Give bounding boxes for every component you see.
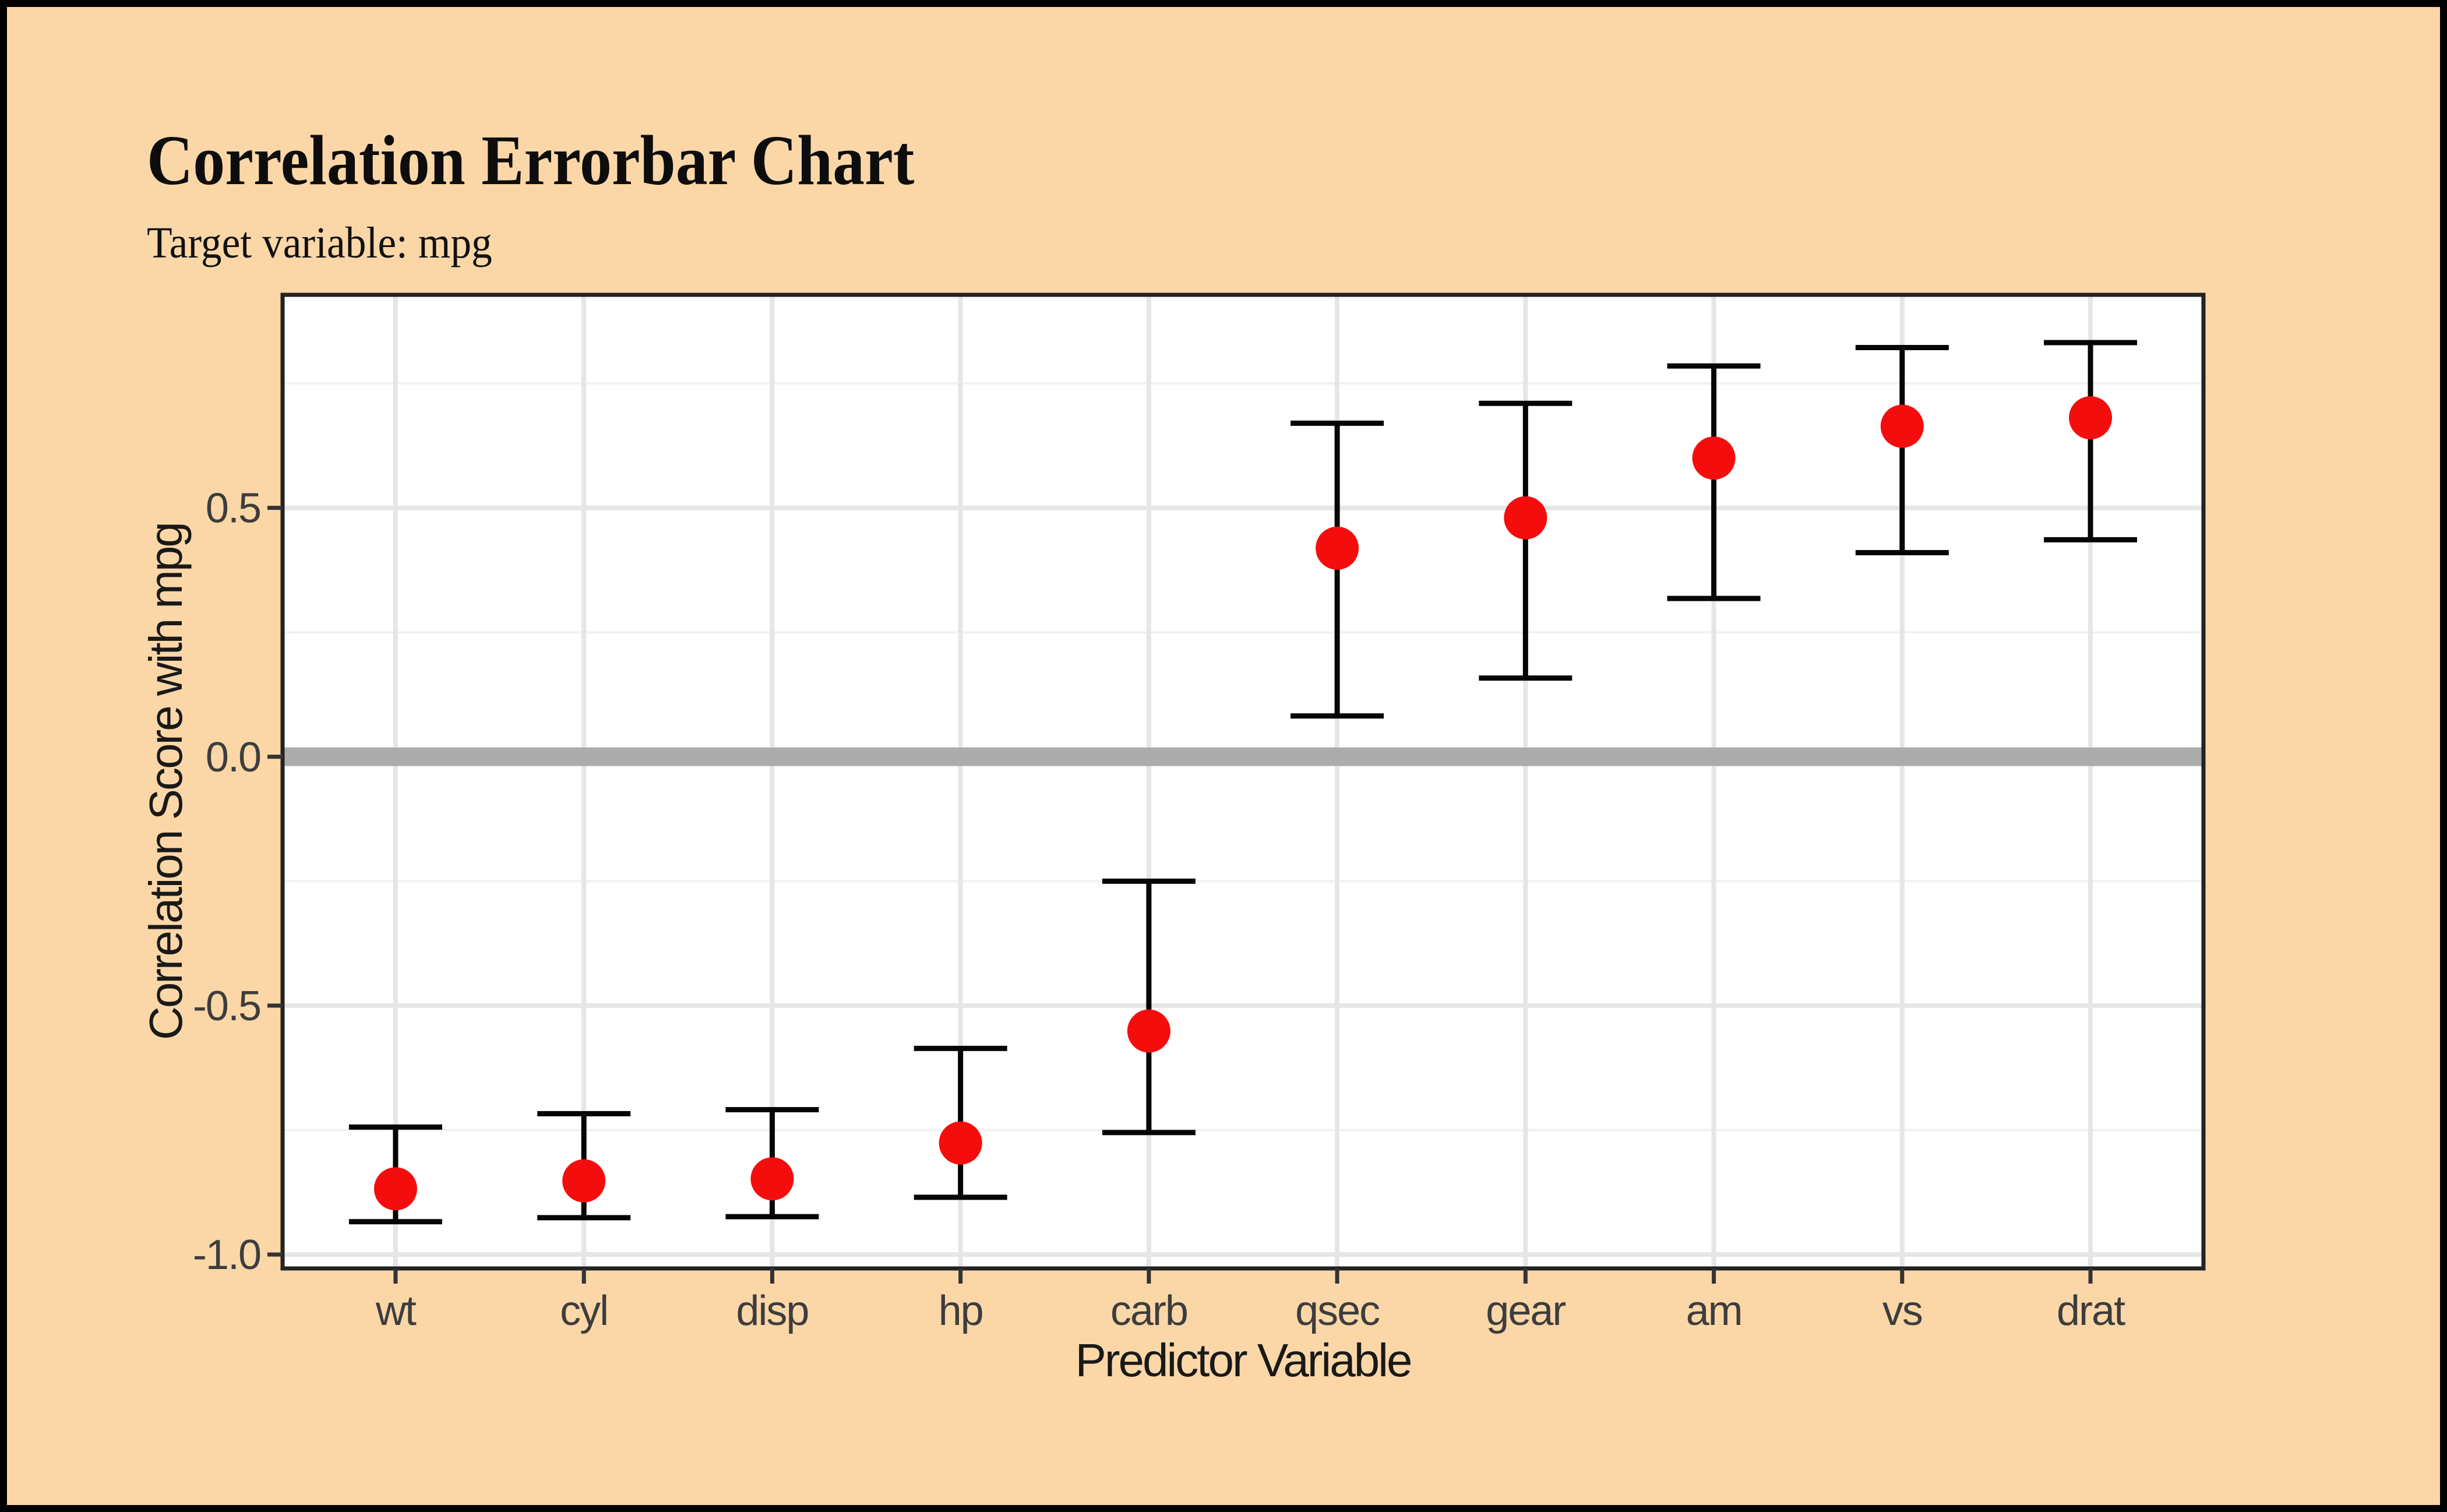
point-wt — [373, 1167, 417, 1211]
y-tick-label-0.0: 0.0 — [206, 734, 260, 781]
errorbar-vs — [1855, 345, 1949, 556]
x-tick-label-cyl: cyl — [560, 1288, 608, 1334]
point-cyl — [562, 1159, 606, 1203]
point-gear — [1504, 496, 1547, 540]
point-drat — [2069, 396, 2113, 440]
errorbar-gear — [1479, 400, 1572, 681]
x-tick-label-qsec: qsec — [1295, 1288, 1380, 1334]
x-tick-label-vs: vs — [1882, 1288, 1922, 1334]
chart-subtitle: Target variable: mpg — [147, 218, 492, 267]
x-tick-label-drat: drat — [2057, 1288, 2125, 1334]
point-qsec — [1316, 526, 1359, 570]
chart-title: Correlation Errorbar Chart — [147, 121, 915, 200]
y-tick-label--0.5: -0.5 — [193, 983, 260, 1030]
x-tick-label-gear: gear — [1486, 1288, 1565, 1334]
x-tick-label-disp: disp — [736, 1288, 808, 1334]
y-axis-title: Correlation Score with mpg — [140, 523, 192, 1040]
point-carb — [1127, 1009, 1170, 1053]
point-hp — [939, 1121, 982, 1165]
x-tick-label-carb: carb — [1110, 1288, 1187, 1334]
x-tick-label-am: am — [1686, 1288, 1742, 1334]
y-tick-label-0.5: 0.5 — [206, 485, 260, 532]
plot-panel — [283, 295, 2203, 1268]
y-tick-label--1.0: -1.0 — [193, 1232, 260, 1278]
point-am — [1692, 436, 1736, 480]
x-axis-title: Predictor Variable — [1076, 1334, 1411, 1386]
point-vs — [1880, 404, 1924, 448]
point-disp — [750, 1157, 794, 1201]
errorbar-am — [1667, 363, 1761, 601]
x-tick-label-hp: hp — [939, 1288, 983, 1334]
errorbar-drat — [2044, 340, 2138, 542]
correlation-errorbar-chart: 0.5 0.0 -0.5 -1.0 wt cyl disp hp carb qsec gear am v… — [140, 292, 2206, 1386]
x-tick-label-wt: wt — [375, 1288, 417, 1334]
errorbar-carb — [1102, 878, 1196, 1136]
panel-border — [280, 292, 2206, 1271]
